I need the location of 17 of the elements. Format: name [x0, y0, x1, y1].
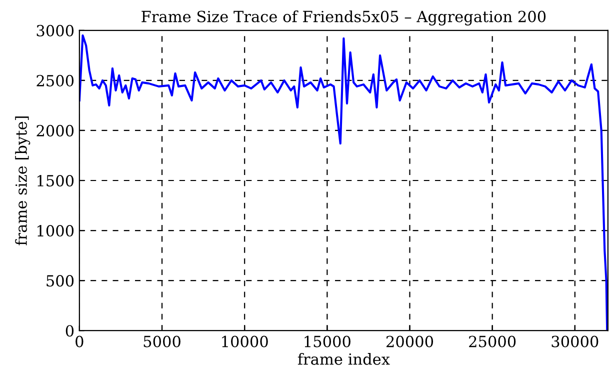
y-tick-label: 500	[46, 275, 74, 287]
y-tick-label: 2000	[36, 124, 74, 136]
y-tick-label: 1500	[38, 174, 74, 187]
chart-title: Frame Size Trace of Friends5x05 – Aggregation 200	[142, 10, 546, 26]
x-tick-label: 15000	[304, 336, 350, 348]
x-tick-label: 5000	[144, 336, 180, 348]
x-tick-label: 30000	[552, 336, 598, 348]
x-tick-label: 25000	[469, 336, 516, 348]
y-tick-label: 2500	[36, 74, 74, 86]
x-axis-title: frame index	[298, 353, 390, 365]
x-tick-label: 0	[76, 336, 84, 348]
y-tick-label: 3000	[36, 24, 74, 36]
y-tick-label: 0	[66, 325, 74, 337]
y-axis-title: frame size [byte]	[15, 116, 30, 246]
x-tick-label: 20000	[386, 336, 434, 348]
y-tick-label: 1000	[38, 225, 74, 237]
x-tick-label: 10000	[222, 336, 268, 348]
